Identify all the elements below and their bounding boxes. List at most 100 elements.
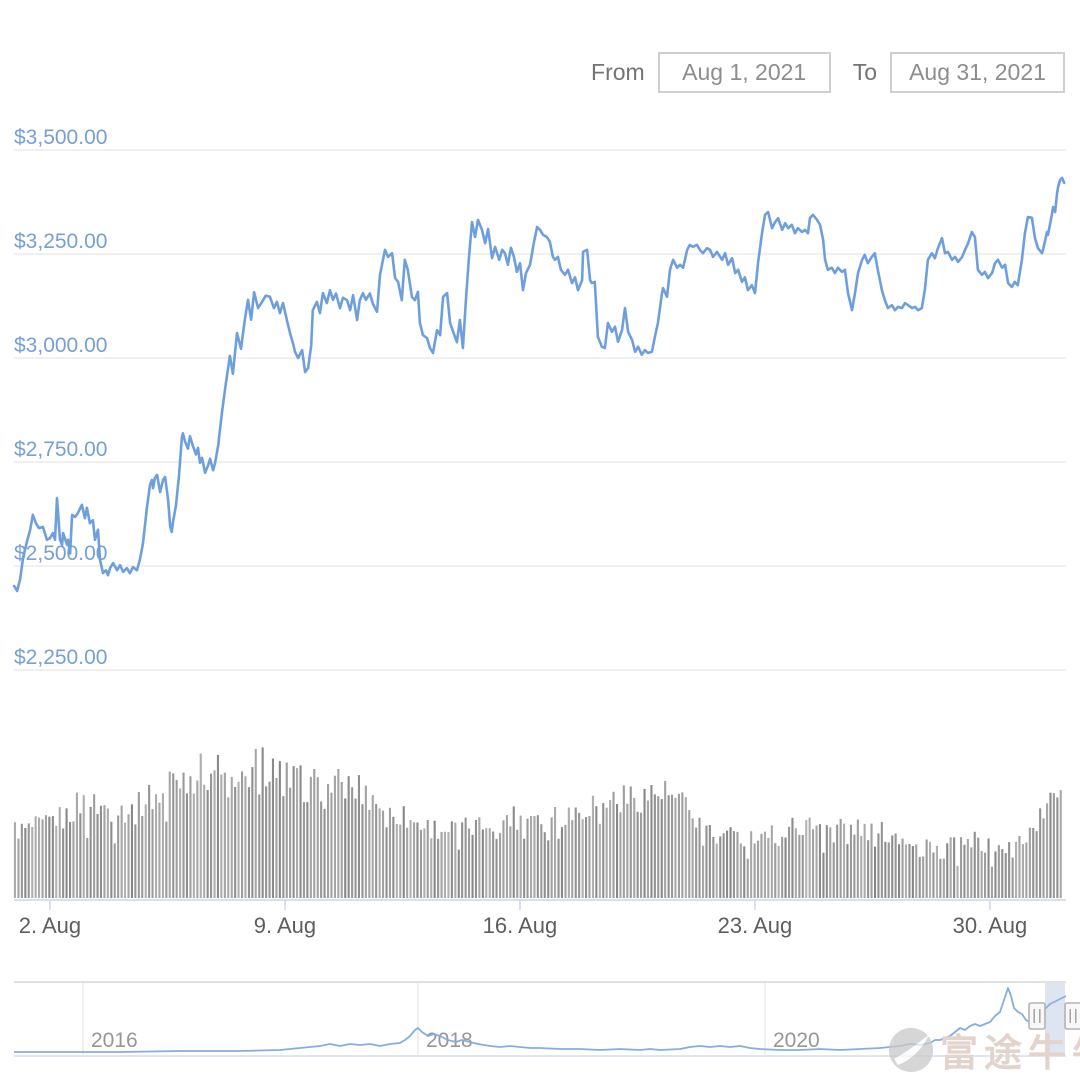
- volume-bar: [554, 807, 557, 898]
- volume-bar: [739, 843, 742, 898]
- volume-bar: [609, 800, 612, 898]
- volume-bar: [560, 827, 563, 898]
- volume-bar: [750, 831, 753, 898]
- volume-bar: [34, 816, 37, 898]
- from-date-value: Aug 1, 2021: [682, 59, 807, 85]
- volume-bar: [763, 831, 766, 898]
- volume-bar: [216, 754, 219, 898]
- volume-bar: [464, 817, 467, 898]
- volume-bar: [409, 820, 412, 898]
- volume-bar: [51, 816, 54, 898]
- volume-bar: [443, 831, 446, 898]
- volume-bar: [79, 813, 82, 898]
- navigator-handle-right[interactable]: [1064, 1002, 1080, 1030]
- navigator-selected-range[interactable]: [1045, 983, 1065, 1056]
- volume-bar: [874, 846, 877, 898]
- volume-bar: [530, 816, 533, 898]
- from-label: From: [591, 59, 645, 85]
- volume-bar: [289, 787, 292, 898]
- x-axis-label: 30. Aug: [953, 913, 1028, 938]
- volume-bar: [922, 856, 925, 898]
- volume-bar: [939, 858, 942, 898]
- y-axis-label: $2,500.00: [14, 542, 107, 565]
- volume-bar: [1042, 818, 1045, 898]
- volume-bar: [729, 827, 732, 898]
- volume-bar: [199, 753, 202, 898]
- volume-bar: [626, 803, 629, 898]
- volume-bar: [963, 844, 966, 898]
- volume-bar: [206, 790, 209, 898]
- volume-bar: [578, 812, 581, 898]
- volume-bar: [230, 777, 233, 898]
- volume-bar: [516, 829, 519, 898]
- volume-bar: [20, 823, 23, 898]
- from-date-input[interactable]: Aug 1, 2021: [657, 52, 831, 93]
- volume-bar: [137, 792, 140, 898]
- volume-bar: [75, 792, 78, 898]
- volume-bar: [794, 828, 797, 898]
- volume-bar: [966, 839, 969, 898]
- volume-bar: [244, 776, 247, 898]
- volume-bar: [247, 787, 250, 898]
- y-axis-label: $2,750.00: [14, 438, 107, 461]
- volume-bar: [38, 817, 41, 898]
- volume-bar: [788, 826, 791, 898]
- volume-bar: [646, 800, 649, 898]
- volume-bar: [419, 829, 422, 898]
- volume-bar: [774, 843, 777, 898]
- volume-bar: [588, 816, 591, 898]
- navigator-handle-right-box[interactable]: [1064, 1002, 1080, 1030]
- volume-bar: [770, 825, 773, 898]
- volume-bar: [69, 822, 72, 898]
- volume-bar: [715, 843, 718, 898]
- navigator[interactable]: 2016 2018 2020: [14, 981, 1080, 1057]
- volume-bar: [382, 810, 385, 898]
- volume-bar: [777, 846, 780, 898]
- volume-bar: [925, 839, 928, 898]
- volume-bar: [915, 844, 918, 898]
- volume-bar: [161, 793, 164, 898]
- volume-bar: [48, 816, 51, 898]
- volume-bar: [829, 827, 832, 898]
- volume-bar: [970, 847, 973, 898]
- volume-bar: [657, 796, 660, 898]
- y-axis-label: $2,250.00: [14, 646, 107, 669]
- volume-bar: [285, 762, 288, 898]
- navigator-sparkline: [14, 987, 1067, 1053]
- volume-bar: [299, 765, 302, 898]
- volume-bar: [320, 801, 323, 898]
- volume-bar: [1021, 844, 1024, 898]
- volume-bar: [574, 807, 577, 898]
- volume-bar: [898, 844, 901, 898]
- volume-bar: [640, 812, 643, 898]
- to-date-input[interactable]: Aug 31, 2021: [890, 52, 1065, 93]
- volume-bar: [1015, 841, 1018, 898]
- volume-bar: [1025, 842, 1028, 898]
- volume-bar: [598, 823, 601, 898]
- volume-bar: [942, 858, 945, 898]
- volume-bar: [722, 833, 725, 898]
- volume-bar: [86, 838, 89, 898]
- volume-bar: [474, 819, 477, 898]
- volume-bar: [712, 837, 715, 898]
- volume-bar: [488, 828, 491, 898]
- navigator-handle-left[interactable]: [1028, 1002, 1046, 1030]
- volume-bar: [351, 787, 354, 898]
- volume-bar: [72, 821, 75, 898]
- volume-bar: [911, 846, 914, 898]
- volume-bar: [265, 786, 268, 898]
- volume-bar: [677, 793, 680, 898]
- volume-bar: [103, 805, 106, 898]
- volume-bar: [894, 833, 897, 898]
- volume-bar: [234, 787, 237, 898]
- volume-bar: [309, 776, 312, 898]
- volume-bar: [887, 842, 890, 898]
- y-gridlines: [14, 149, 1066, 671]
- volume-bar: [330, 792, 333, 898]
- volume-bar: [185, 793, 188, 898]
- x-axis-label: 2. Aug: [19, 913, 81, 938]
- volume-bar: [413, 822, 416, 898]
- volume-bar: [1049, 792, 1052, 898]
- navigator-handle-left-box[interactable]: [1028, 1002, 1046, 1030]
